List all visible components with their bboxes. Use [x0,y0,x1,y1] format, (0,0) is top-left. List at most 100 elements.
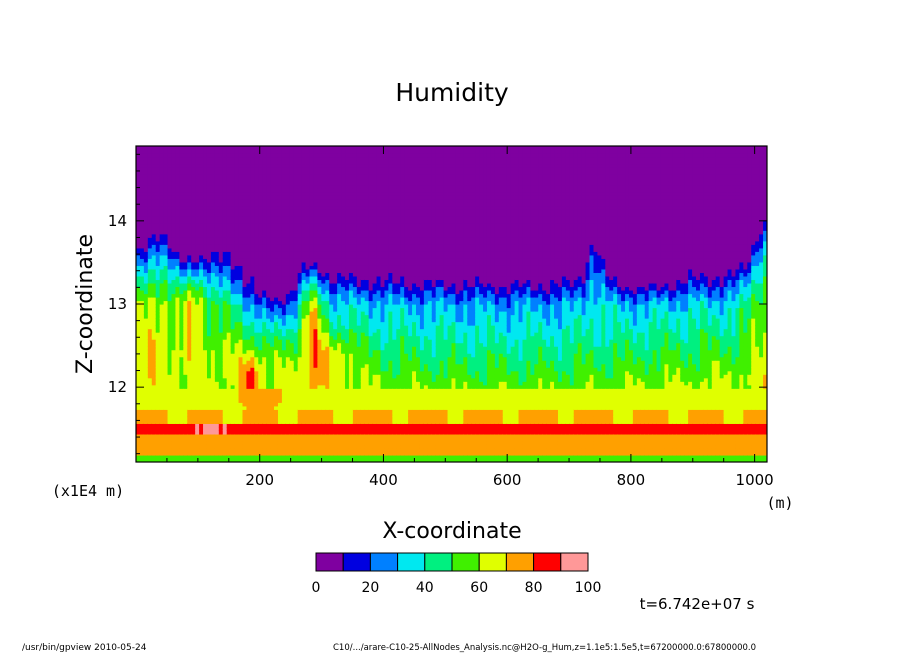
field-cell [179,184,184,189]
field-cell [297,149,303,154]
field-cell [250,167,255,172]
field-cell [171,170,177,175]
field-cell [183,349,188,354]
field-cell [285,458,291,462]
field-cell [266,353,271,358]
field-cell [163,440,169,446]
field-cell [147,405,153,410]
field-cell [285,349,291,354]
field-cell [183,381,188,386]
field-cell [230,342,236,347]
field-cell [203,205,208,210]
field-cell [309,377,315,382]
field-cell [293,423,299,428]
field-cell [136,391,141,396]
field-cell [325,247,330,252]
field-cell [329,416,334,421]
field-cell [191,412,196,417]
field-cell [309,233,315,238]
field-cell [199,219,204,224]
field-cell [333,279,338,284]
field-cell [305,409,311,414]
field-cell [163,454,169,460]
field-cell [222,318,228,323]
field-cell [333,149,338,154]
field-cell [309,261,315,266]
field-cell [281,332,287,337]
field-cell [289,293,295,298]
field-cell [277,335,283,340]
field-cell [187,342,192,347]
field-cell [348,268,354,273]
chart-title: Humidity [395,78,509,107]
field-cell [218,265,224,270]
field-cell [341,149,346,154]
field-cell [234,153,240,158]
field-cell [242,437,248,442]
field-cell [274,409,279,414]
field-cell [329,419,334,424]
field-cell [309,219,315,224]
field-cell [341,356,346,361]
field-cell [277,402,283,407]
field-cell [246,356,251,361]
field-cell [191,181,196,186]
field-cell [341,244,346,249]
field-cell [234,160,240,165]
field-cell [191,195,196,200]
field-cell [175,353,180,358]
field-cell [321,447,326,453]
field-cell [136,258,141,263]
field-cell [238,328,244,333]
field-cell [163,433,169,439]
field-cell [143,188,149,193]
field-cell [242,209,248,214]
field-cell [254,349,259,354]
field-cell [143,268,149,273]
field-cell [317,311,322,316]
field-cell [285,226,291,231]
field-cell [266,202,271,207]
field-cell [226,349,232,354]
field-cell [234,174,240,179]
field-cell [136,272,141,277]
field-cell [348,216,354,221]
field-cell [155,184,161,189]
field-cell [183,426,188,431]
field-cell [266,209,271,214]
field-cell [151,184,157,189]
field-cell [143,370,149,375]
field-cell [203,367,208,372]
field-cell [345,304,350,309]
field-cell [167,244,173,249]
field-cell [151,205,157,210]
field-cell [325,300,330,305]
field-cell [337,163,342,168]
field-cell [345,395,350,400]
field-cell [206,251,212,256]
field-cell [281,167,287,172]
field-cell [171,374,177,379]
field-cell [183,346,188,351]
field-cell [151,356,157,361]
field-cell [159,360,165,365]
field-cell [199,433,204,439]
field-cell [277,237,283,242]
field-cell [333,153,338,158]
field-cell [206,261,212,266]
field-cell [147,209,153,214]
field-cell [309,167,315,172]
field-cell [305,307,311,312]
field-cell [238,261,244,266]
field-cell [179,451,184,456]
field-cell [230,226,236,231]
field-cell [258,384,263,389]
field-cell [143,353,149,358]
field-cell [321,423,326,428]
field-cell [270,391,275,396]
field-cell [258,153,263,158]
field-cell [226,416,232,421]
field-cell [301,247,307,252]
field-cell [345,244,350,249]
field-cell [258,251,263,256]
